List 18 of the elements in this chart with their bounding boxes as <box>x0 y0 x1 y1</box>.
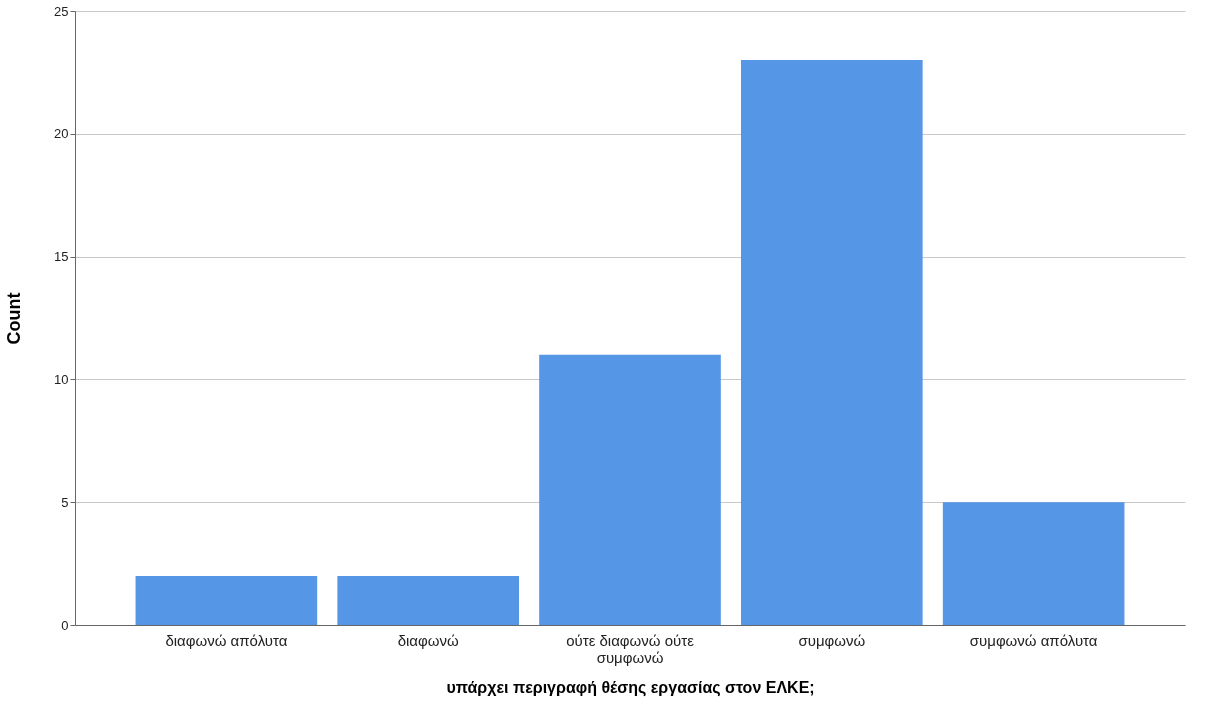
x-tick-label: συμφωνώ <box>798 631 866 649</box>
y-tick-label: 10 <box>54 371 69 387</box>
bar <box>539 354 721 625</box>
x-tick-label: συμφωνώ απόλυτα <box>969 631 1098 649</box>
bar <box>135 575 318 625</box>
x-tick-label: ούτε διαφωνώ ούτε συμφωνώ <box>566 631 695 666</box>
bar <box>741 60 923 625</box>
y-tick-label: 5 <box>61 494 69 510</box>
y-tick-label: 25 <box>54 3 69 19</box>
bar <box>337 575 519 625</box>
x-tick-label: διαφωνώ απόλυτα <box>165 631 288 649</box>
x-tick-label: διαφωνώ <box>397 631 459 649</box>
bar <box>942 502 1125 625</box>
y-tick-label: 20 <box>54 126 69 142</box>
y-axis-title: Count <box>4 292 25 345</box>
x-axis-title: υπάρχει περιγραφή θέσης εργασίας στον ΕΛΚΕ; <box>446 678 815 697</box>
y-tick-label: 0 <box>61 617 69 633</box>
y-tick-label: 15 <box>54 249 69 265</box>
